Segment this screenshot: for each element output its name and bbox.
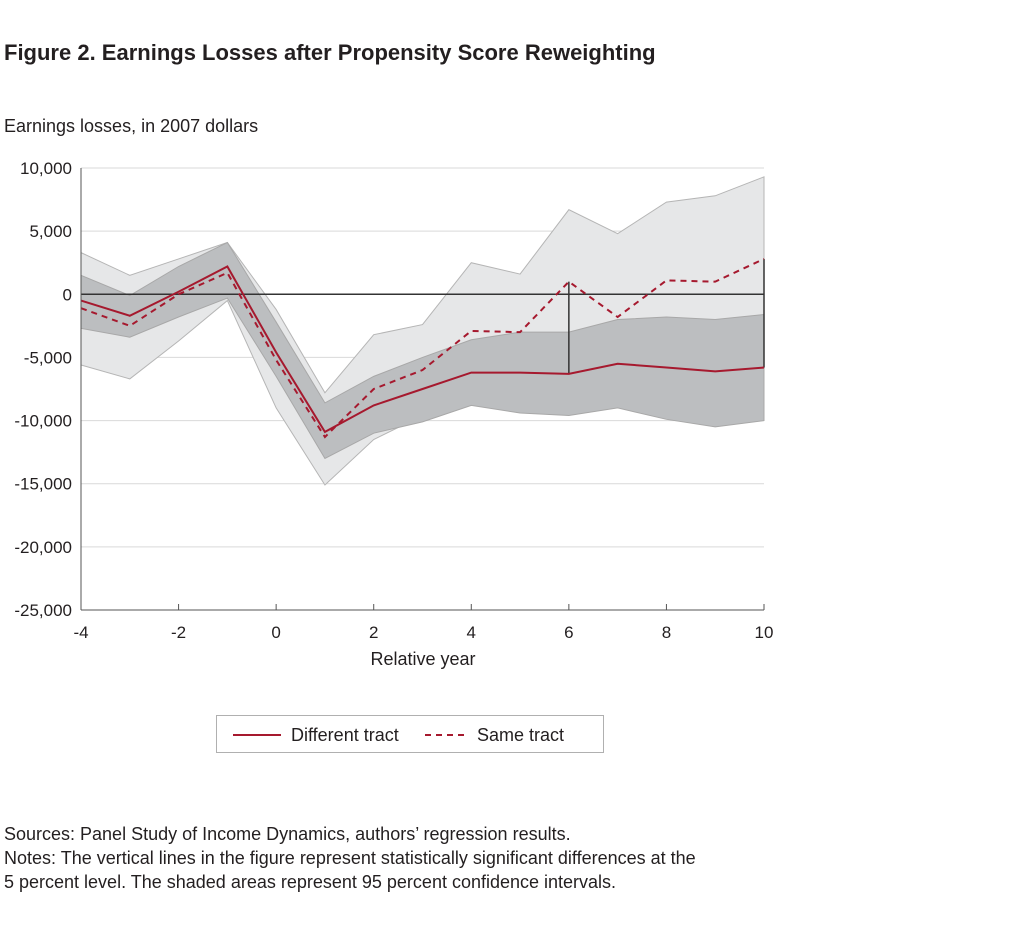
legend-label-different-tract: Different tract xyxy=(291,724,399,745)
y-tick-label: 0 xyxy=(63,285,72,304)
x-tick-label: 6 xyxy=(564,623,573,642)
ci-band-different-tract xyxy=(80,241,765,460)
y-axis-label: Earnings losses, in 2007 dollars xyxy=(4,116,259,136)
sources-text: Sources: Panel Study of Income Dynamics,… xyxy=(4,824,571,844)
confidence-bands xyxy=(80,176,765,486)
axes: 10,000 5,000 0 -5,000 -10,000 -15,000 -20,000 -… xyxy=(14,159,773,642)
dashed-line-swatch xyxy=(425,734,467,736)
y-tick-label: -15,000 xyxy=(14,475,72,494)
x-tick-label: -4 xyxy=(73,623,88,642)
x-tick-label: -2 xyxy=(171,623,186,642)
earnings-loss-chart: 10,000 5,000 0 -5,000 -10,000 -15,000 -20,000 -… xyxy=(14,159,773,669)
y-tick-label: 5,000 xyxy=(29,222,72,241)
legend-item-different-tract: Different tract xyxy=(233,716,399,754)
series-line-same-tract xyxy=(80,258,765,439)
series-line-different-tract xyxy=(80,265,765,434)
x-tick-label: 10 xyxy=(755,623,774,642)
x-tick-label: 0 xyxy=(271,623,280,642)
y-tick-label: -25,000 xyxy=(14,601,72,620)
notes-line-1: Notes: The vertical lines in the figure … xyxy=(4,848,696,868)
x-tick-label: 4 xyxy=(467,623,476,642)
y-tick-label: -5,000 xyxy=(24,348,72,367)
chart-title: Figure 2. Earnings Losses after Propensi… xyxy=(4,40,656,65)
y-tick-label: -10,000 xyxy=(14,412,72,431)
notes-line-2: 5 percent level. The shaded areas repres… xyxy=(4,872,617,892)
significance-lines xyxy=(568,258,765,374)
source-notes: Sources: Panel Study of Income Dynamics,… xyxy=(4,822,696,894)
series-lines xyxy=(80,258,765,439)
legend-item-same-tract: Same tract xyxy=(425,716,564,754)
x-axis-title: Relative year xyxy=(370,649,475,669)
solid-line-swatch xyxy=(233,734,281,736)
x-tick-label: 8 xyxy=(662,623,671,642)
y-tick-label: -20,000 xyxy=(14,538,72,557)
y-tick-label: 10,000 xyxy=(20,159,72,178)
chart-legend: Different tract Same tract xyxy=(216,715,604,753)
x-tick-label: 2 xyxy=(369,623,378,642)
legend-label-same-tract: Same tract xyxy=(477,724,565,745)
